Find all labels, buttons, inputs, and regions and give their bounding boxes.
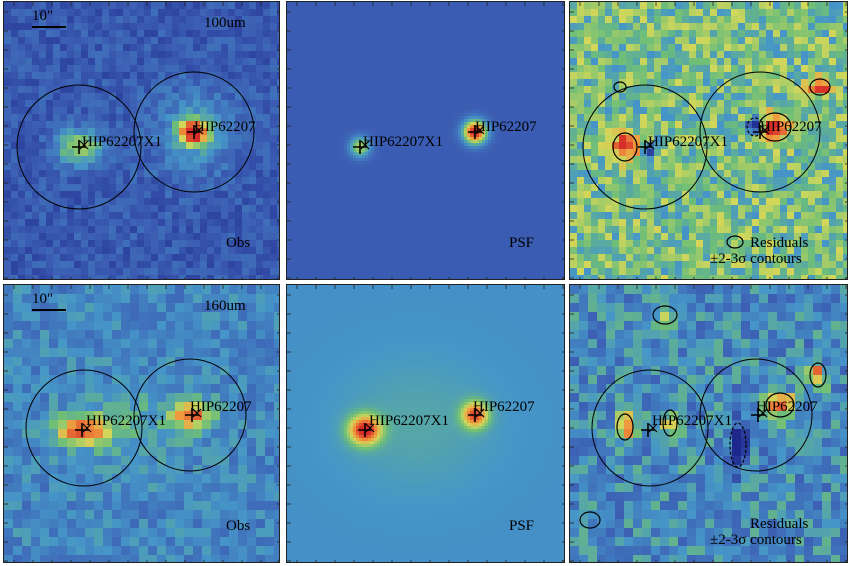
- source-marker-plus: [185, 408, 199, 422]
- pixel-grid: [287, 285, 564, 562]
- source-label-main: HIP62207: [190, 399, 252, 416]
- source-marker-cross: [194, 125, 204, 135]
- source-marker-cross: [82, 423, 92, 433]
- residual-contour: [758, 112, 792, 142]
- source-label-main: HIP62207: [475, 119, 537, 136]
- source-label-x1: HIP62207X1: [363, 134, 443, 151]
- scale-bar-line: [32, 309, 66, 311]
- source-label-main: HIP62207: [473, 399, 535, 416]
- obs-map-100um: [4, 2, 279, 279]
- panel-label-psf: PSF: [509, 519, 534, 534]
- source-label-x1: HIP62207X1: [82, 134, 162, 151]
- residual-map-100um: [570, 2, 847, 279]
- aperture-circle: [699, 358, 813, 472]
- panel-label-obs: Obs: [226, 519, 250, 534]
- residual-contour: [809, 362, 827, 388]
- axis-ticks: [570, 2, 847, 279]
- source-marker-cross: [475, 125, 485, 135]
- panel-label-residuals: Residuals: [750, 517, 808, 532]
- panel-160um-residuals: HIP62207X1 HIP62207 Residuals ±2-3σ cont…: [569, 284, 848, 563]
- source-marker-cross: [192, 408, 202, 418]
- psf-map-160um: [287, 285, 564, 562]
- source-marker-plus: [72, 140, 86, 154]
- source-marker-cross: [79, 140, 89, 150]
- source-marker-plus: [187, 125, 201, 139]
- aperture-circle: [133, 71, 255, 193]
- residual-contour: [765, 392, 795, 418]
- pixel-grid: [570, 285, 847, 562]
- source-marker-plus: [753, 125, 767, 139]
- source-label-x1: HIP62207X1: [648, 134, 728, 151]
- scale-bar-line: [32, 26, 66, 28]
- panel-label-psf: PSF: [509, 236, 534, 251]
- source-label-x1: HIP62207X1: [86, 413, 166, 430]
- psf-map-100um: [287, 2, 564, 279]
- panel-100um-psf: HIP62207X1 HIP62207 PSF: [286, 1, 565, 280]
- residual-contour: [613, 81, 627, 93]
- source-marker-plus: [75, 423, 89, 437]
- residual-contour: [726, 235, 744, 249]
- source-marker-cross: [648, 423, 658, 433]
- aperture-circle: [582, 84, 708, 210]
- source-marker-plus: [751, 408, 765, 422]
- source-label-main: HIP62207: [760, 119, 822, 136]
- scale-bar: 10": [32, 291, 66, 311]
- source-label-x1: HIP62207X1: [652, 413, 732, 430]
- source-marker-cross: [760, 125, 770, 135]
- source-marker-plus: [353, 140, 367, 154]
- residual-contour: [616, 413, 634, 441]
- aperture-circle: [133, 358, 247, 472]
- panel-label-contours: ±2-3σ contours: [710, 252, 802, 267]
- residual-contour: [662, 409, 678, 437]
- source-marker-cross: [475, 408, 485, 418]
- axis-ticks: [287, 2, 564, 279]
- residual-contour: [809, 78, 831, 96]
- source-label-main: HIP62207: [194, 119, 256, 136]
- aperture-circle: [16, 84, 142, 210]
- source-label-x1: HIP62207X1: [369, 413, 449, 430]
- pixel-grid: [570, 2, 847, 279]
- axis-ticks: [570, 285, 847, 562]
- scale-label: 10": [32, 8, 53, 24]
- source-marker-plus: [468, 125, 482, 139]
- panel-100um-residuals: HIP62207X1 HIP62207 Residuals ±2-3σ cont…: [569, 1, 848, 280]
- band-label: 160um: [204, 299, 246, 314]
- panel-label-obs: Obs: [226, 236, 250, 251]
- panel-100um-obs: 10" 100um HIP62207X1 HIP62207 Obs: [3, 1, 280, 280]
- pixel-grid: [287, 2, 564, 279]
- source-marker-plus: [638, 140, 652, 154]
- source-marker-cross: [360, 140, 370, 150]
- source-label-main: HIP62207: [756, 399, 818, 416]
- source-marker-plus: [468, 408, 482, 422]
- pixel-grid: [4, 2, 279, 279]
- source-marker-plus: [358, 423, 372, 437]
- residual-contour: [612, 132, 638, 162]
- aperture-circle: [591, 369, 709, 487]
- source-marker-cross: [365, 423, 375, 433]
- obs-map-160um: [4, 285, 279, 562]
- axis-ticks: [287, 285, 564, 562]
- aperture-circle: [699, 71, 821, 193]
- panel-label-contours: ±2-3σ contours: [710, 533, 802, 548]
- source-marker-plus: [641, 423, 655, 437]
- scale-bar: 10": [32, 8, 66, 28]
- residual-map-160um: [570, 285, 847, 562]
- band-label: 100um: [204, 16, 246, 31]
- panel-label-residuals: Residuals: [750, 236, 808, 251]
- aperture-circle: [25, 369, 143, 487]
- residual-contour: [746, 117, 764, 137]
- residual-contour: [652, 305, 678, 325]
- panel-160um-psf: HIP62207X1 HIP62207 PSF: [286, 284, 565, 563]
- source-marker-cross: [645, 140, 655, 150]
- axis-ticks: [4, 2, 279, 279]
- panel-160um-obs: 10" 160um HIP62207X1 HIP62207 Obs: [3, 284, 280, 563]
- residual-contour: [729, 422, 747, 468]
- axis-ticks: [4, 285, 279, 562]
- scale-label: 10": [32, 291, 53, 307]
- residual-contour: [579, 511, 601, 529]
- source-marker-cross: [758, 408, 768, 418]
